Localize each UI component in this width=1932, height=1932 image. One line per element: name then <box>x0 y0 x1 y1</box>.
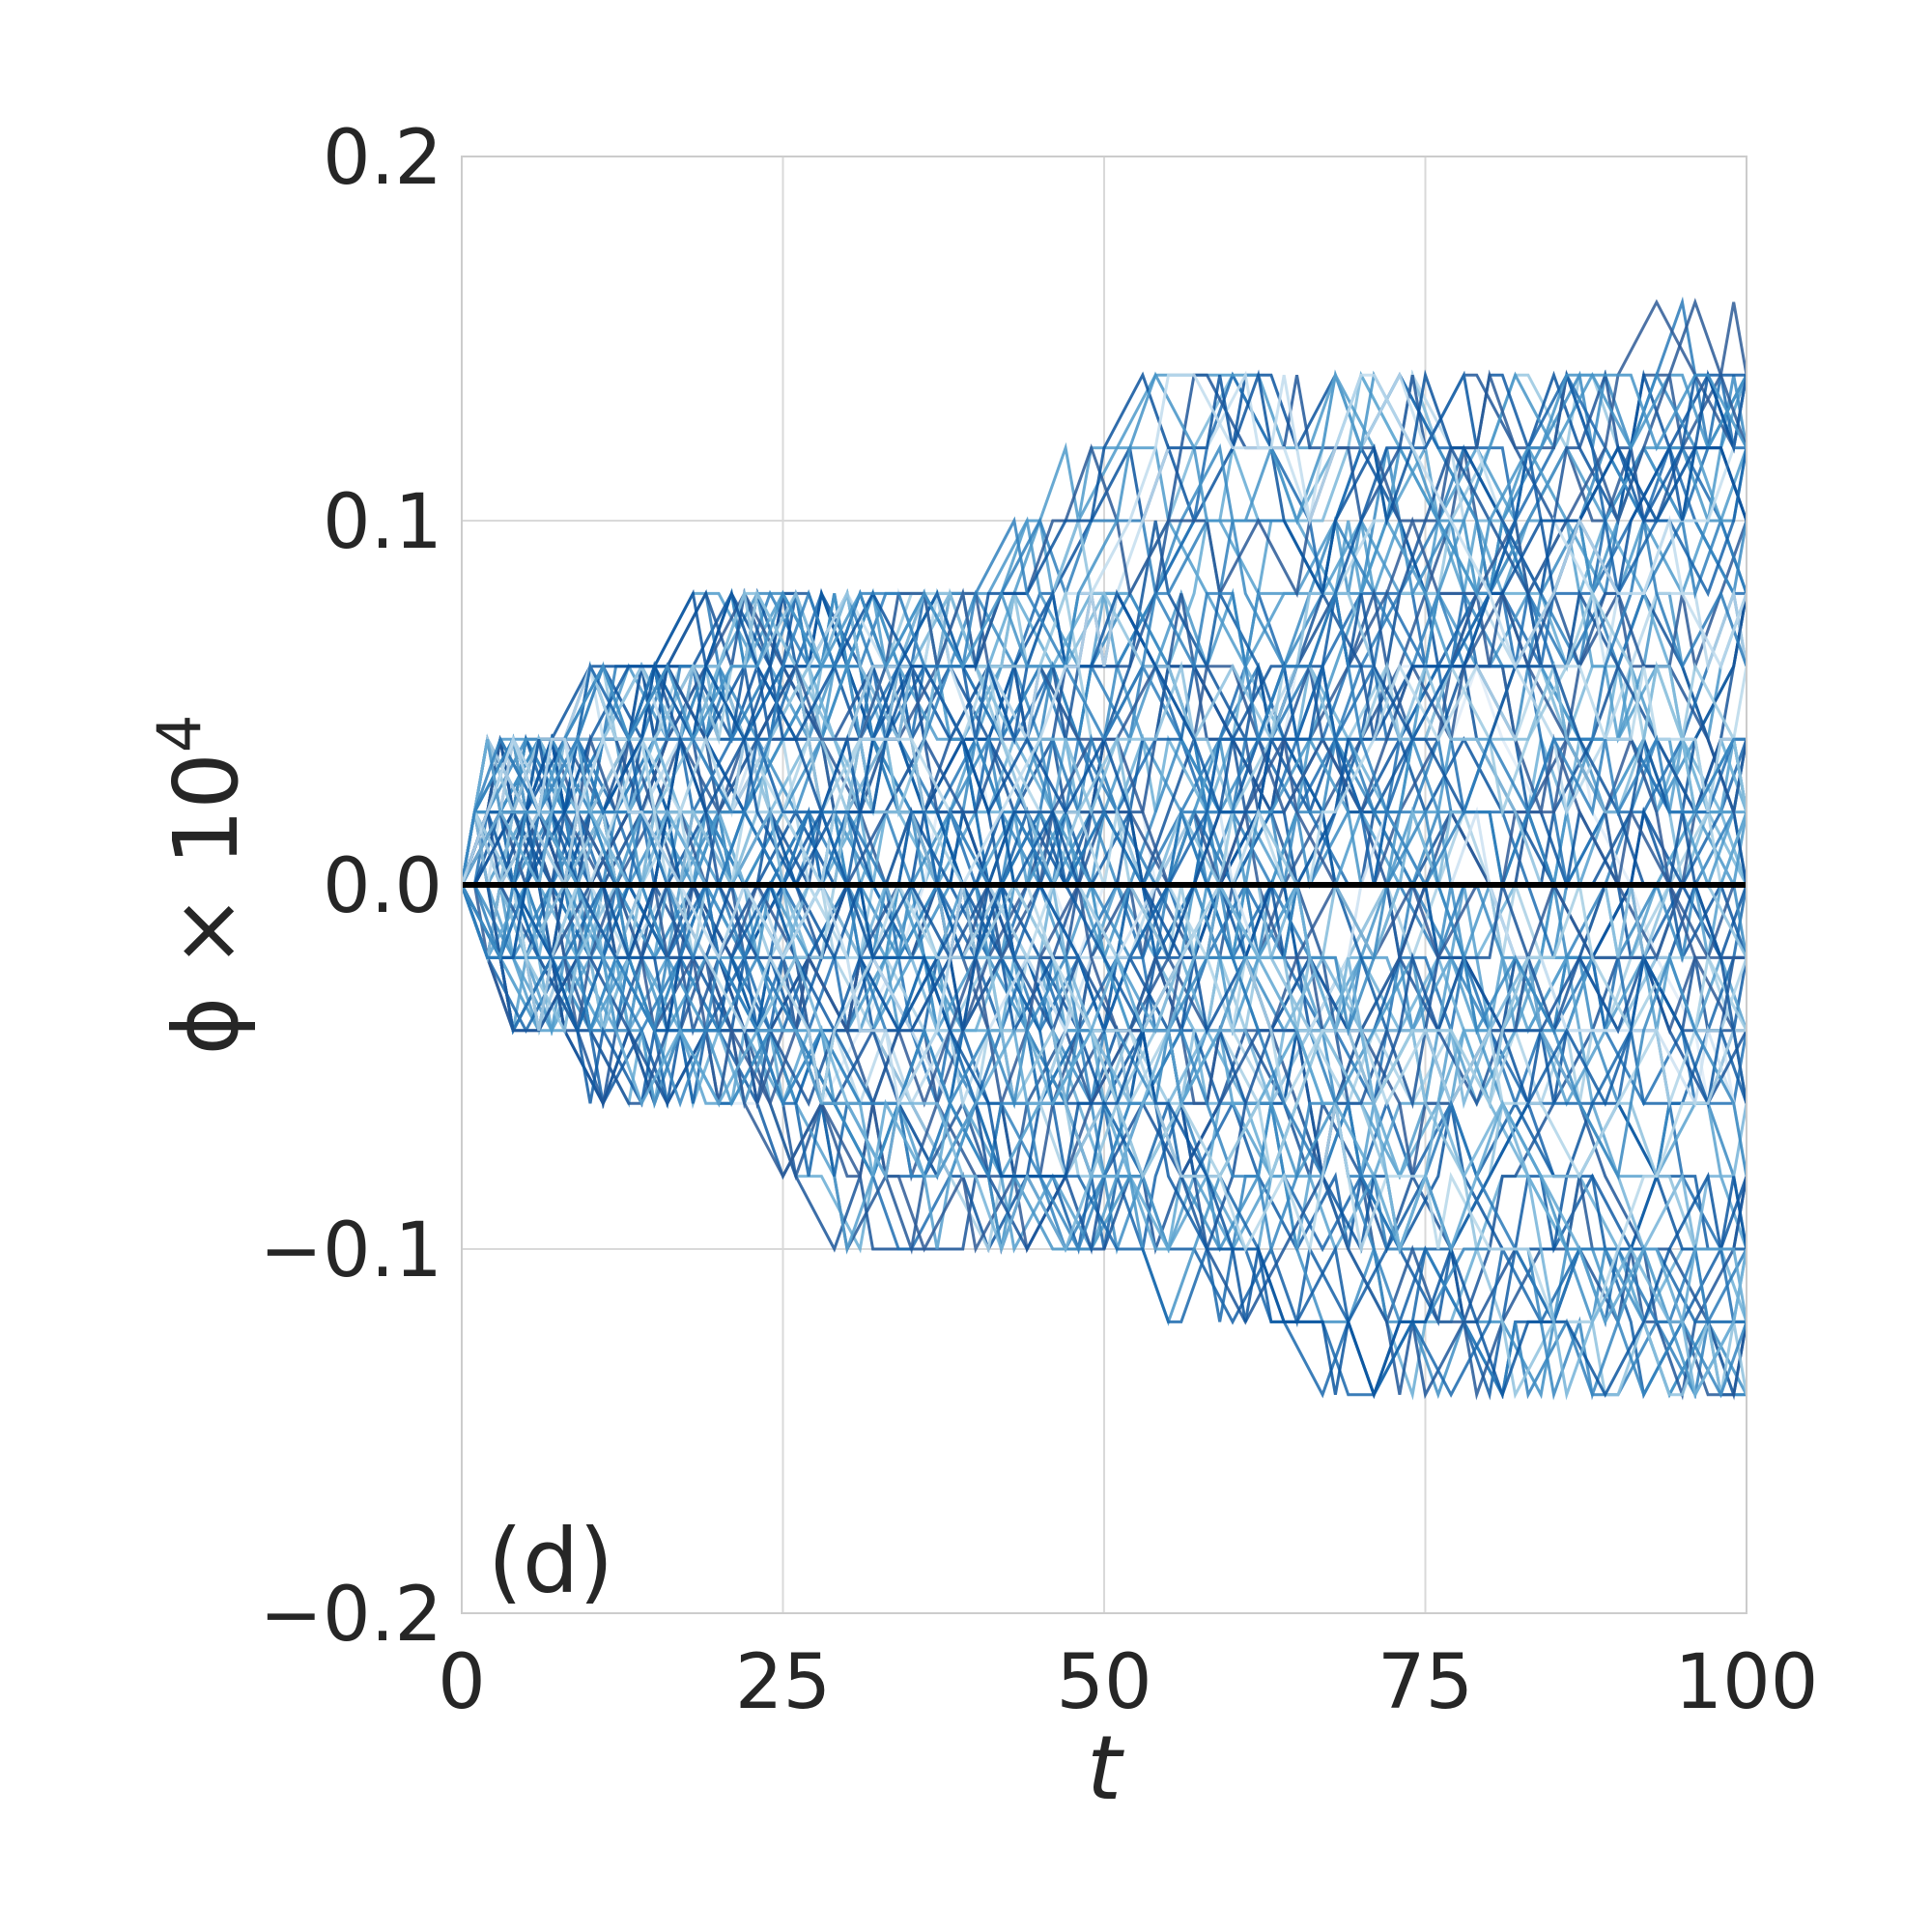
series-line <box>462 734 1747 1181</box>
y-tick-label: −0.2 <box>260 1572 442 1659</box>
panel-label: (d) <box>488 1510 613 1613</box>
series-line <box>462 806 1747 1326</box>
x-tick-label: 0 <box>438 1639 486 1726</box>
series-line <box>462 738 1747 1328</box>
y-tick-label: 0.0 <box>323 843 442 930</box>
x-tick-labels: 0 25 50 75 100 <box>438 1639 1818 1726</box>
series-line <box>462 369 1747 1032</box>
y-axis-label-group: ϕ × 104 <box>144 715 258 1056</box>
series-line <box>462 515 1747 1400</box>
x-tick-label: 50 <box>1056 1639 1151 1726</box>
x-tick-label: 25 <box>735 1639 831 1726</box>
x-axis-label: t <box>1087 1717 1124 1820</box>
x-tick-label: 75 <box>1378 1639 1473 1726</box>
x-tick-label: 100 <box>1675 1639 1819 1726</box>
y-axis-label: ϕ × 104 <box>144 715 258 1056</box>
series-line <box>462 369 1747 962</box>
y-tick-label: 0.1 <box>323 479 442 566</box>
y-tick-label: 0.2 <box>323 115 442 202</box>
y-axis-label-exponent: 4 <box>144 715 214 753</box>
series-line <box>462 516 1747 962</box>
y-tick-label: −0.1 <box>260 1208 442 1294</box>
axes-frame <box>461 156 1747 1614</box>
y-axis-label-main: ϕ × 10 <box>155 753 258 1055</box>
y-tick-labels: −0.2 −0.1 0.0 0.1 0.2 <box>260 115 442 1659</box>
series-line <box>462 373 1747 1108</box>
series-line <box>462 662 1747 1400</box>
series-line <box>462 588 1747 1182</box>
series-line <box>462 369 1747 1105</box>
series-group <box>462 296 1747 1401</box>
